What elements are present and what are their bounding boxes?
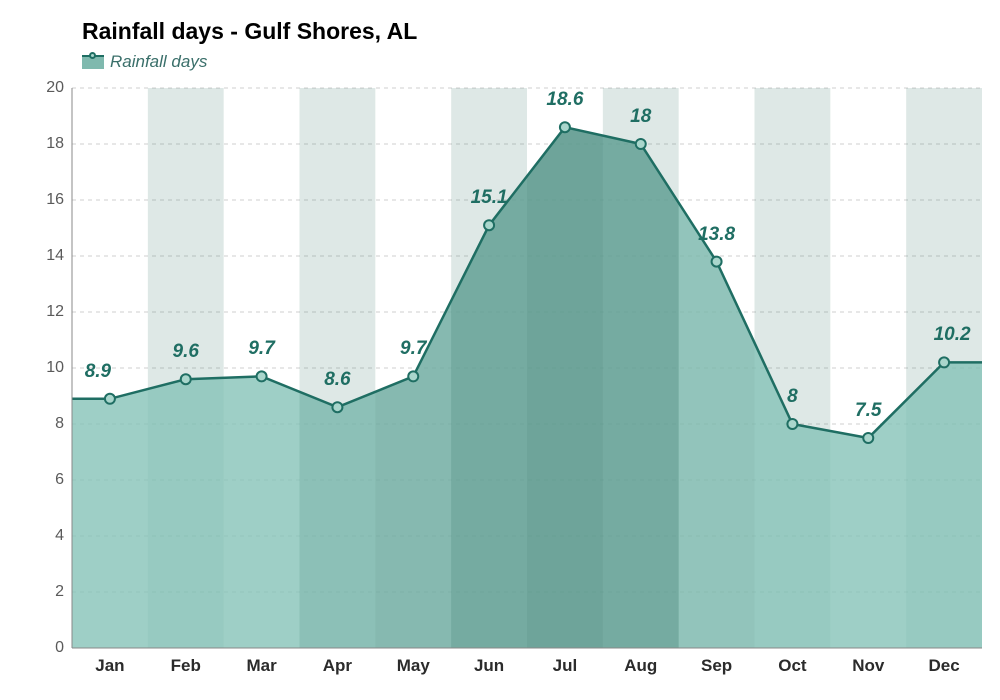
y-tick: 4 bbox=[55, 527, 72, 545]
x-tick: Dec bbox=[928, 648, 959, 676]
y-tick: 20 bbox=[46, 79, 72, 97]
y-tick: 10 bbox=[46, 359, 72, 377]
y-tick: 6 bbox=[55, 471, 72, 489]
y-tick: 18 bbox=[46, 135, 72, 153]
legend-swatch-fill bbox=[82, 57, 104, 69]
x-tick: Mar bbox=[246, 648, 276, 676]
y-tick: 16 bbox=[46, 191, 72, 209]
legend-marker-icon bbox=[89, 52, 96, 59]
chart-title: Rainfall days - Gulf Shores, AL bbox=[82, 18, 417, 45]
data-label: 8 bbox=[787, 386, 798, 408]
data-label: 9.7 bbox=[248, 338, 274, 360]
data-label: 7.5 bbox=[855, 400, 881, 422]
legend: Rainfall days bbox=[82, 52, 207, 72]
data-label: 9.7 bbox=[400, 338, 426, 360]
x-tick: Oct bbox=[778, 648, 806, 676]
data-label: 8.9 bbox=[85, 361, 111, 383]
data-label: 9.6 bbox=[173, 341, 199, 363]
chart-svg bbox=[72, 88, 982, 648]
y-tick: 2 bbox=[55, 583, 72, 601]
data-label: 18 bbox=[630, 106, 651, 128]
data-label: 10.2 bbox=[934, 324, 971, 346]
x-tick: Aug bbox=[624, 648, 657, 676]
legend-label: Rainfall days bbox=[110, 52, 207, 72]
y-tick: 8 bbox=[55, 415, 72, 433]
y-tick: 0 bbox=[55, 639, 72, 657]
x-tick: Jan bbox=[95, 648, 124, 676]
x-tick: Jul bbox=[553, 648, 578, 676]
x-tick: Apr bbox=[323, 648, 352, 676]
data-label: 8.6 bbox=[324, 369, 350, 391]
y-tick: 14 bbox=[46, 247, 72, 265]
data-label: 18.6 bbox=[546, 89, 583, 111]
chart-container: Rainfall days - Gulf Shores, AL Rainfall… bbox=[0, 0, 1000, 700]
data-label: 15.1 bbox=[471, 187, 508, 209]
plot-area: 02468101214161820JanFebMarAprMayJunJulAu… bbox=[72, 88, 982, 648]
x-tick: Feb bbox=[171, 648, 201, 676]
data-label: 13.8 bbox=[698, 224, 735, 246]
x-tick: Jun bbox=[474, 648, 504, 676]
legend-swatch bbox=[82, 55, 104, 69]
x-tick: Sep bbox=[701, 648, 732, 676]
y-tick: 12 bbox=[46, 303, 72, 321]
x-tick: May bbox=[397, 648, 430, 676]
x-tick: Nov bbox=[852, 648, 884, 676]
